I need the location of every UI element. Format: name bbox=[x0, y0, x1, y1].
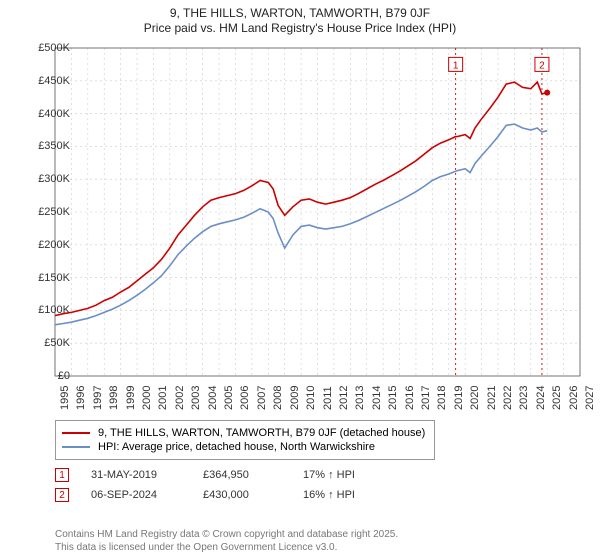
x-tick-label: 2003 bbox=[190, 386, 202, 410]
y-tick-label: £300K bbox=[38, 173, 70, 185]
x-tick-label: 2005 bbox=[223, 386, 235, 410]
legend-row: HPI: Average price, detached house, Nort… bbox=[62, 441, 428, 453]
legend-label: HPI: Average price, detached house, Nort… bbox=[98, 441, 375, 453]
svg-text:2: 2 bbox=[539, 60, 545, 71]
x-tick-label: 1998 bbox=[108, 386, 120, 410]
line-chart: 12 bbox=[55, 48, 580, 376]
x-tick-label: 1995 bbox=[59, 386, 71, 410]
y-tick-label: £0 bbox=[58, 370, 70, 382]
y-tick-label: £50K bbox=[44, 337, 70, 349]
x-tick-label: 1997 bbox=[92, 386, 104, 410]
x-tick-label: 2012 bbox=[338, 386, 350, 410]
price-row: 2 06-SEP-2024 £430,000 16% ↑ HPI bbox=[55, 488, 355, 502]
x-tick-label: 2006 bbox=[239, 386, 251, 410]
x-tick-label: 2008 bbox=[272, 386, 284, 410]
price-value: £364,950 bbox=[203, 469, 281, 481]
x-tick-label: 2024 bbox=[535, 386, 547, 410]
x-tick-label: 2015 bbox=[387, 386, 399, 410]
x-tick-label: 2007 bbox=[256, 386, 268, 410]
legend-row: 9, THE HILLS, WARTON, TAMWORTH, B79 0JF … bbox=[62, 427, 428, 439]
y-tick-label: £400K bbox=[38, 108, 70, 120]
y-tick-label: £350K bbox=[38, 140, 70, 152]
x-tick-label: 2000 bbox=[141, 386, 153, 410]
chart-title-sub: Price paid vs. HM Land Registry's House … bbox=[0, 21, 600, 35]
x-tick-label: 2016 bbox=[404, 386, 416, 410]
footer-line-2: This data is licensed under the Open Gov… bbox=[55, 542, 398, 555]
footer-line-1: Contains HM Land Registry data © Crown c… bbox=[55, 529, 398, 542]
x-tick-label: 2001 bbox=[157, 386, 169, 410]
legend-swatch bbox=[62, 432, 90, 434]
marker-badge: 1 bbox=[55, 468, 69, 482]
y-tick-label: £450K bbox=[38, 75, 70, 87]
x-tick-label: 1996 bbox=[75, 386, 87, 410]
price-table: 1 31-MAY-2019 £364,950 17% ↑ HPI 2 06-SEP-202… bbox=[55, 462, 355, 508]
price-date: 31-MAY-2019 bbox=[91, 469, 181, 481]
legend: 9, THE HILLS, WARTON, TAMWORTH, B79 0JF … bbox=[55, 420, 435, 460]
price-value: £430,000 bbox=[203, 489, 281, 501]
y-tick-label: £150K bbox=[38, 272, 70, 284]
price-pct: 16% ↑ HPI bbox=[303, 489, 355, 501]
x-tick-label: 2014 bbox=[371, 386, 383, 410]
y-tick-label: £500K bbox=[38, 42, 70, 54]
x-tick-label: 2013 bbox=[354, 386, 366, 410]
x-tick-label: 2022 bbox=[502, 386, 514, 410]
x-tick-label: 1999 bbox=[125, 386, 137, 410]
x-tick-label: 2023 bbox=[518, 386, 530, 410]
x-tick-label: 2018 bbox=[436, 386, 448, 410]
y-tick-label: £100K bbox=[38, 304, 70, 316]
y-tick-label: £250K bbox=[38, 206, 70, 218]
x-tick-label: 2009 bbox=[289, 386, 301, 410]
footer-attribution: Contains HM Land Registry data © Crown c… bbox=[55, 529, 398, 554]
x-tick-label: 2011 bbox=[322, 386, 334, 410]
price-date: 06-SEP-2024 bbox=[91, 489, 181, 501]
x-tick-label: 2002 bbox=[174, 386, 186, 410]
x-tick-label: 2025 bbox=[551, 386, 563, 410]
svg-text:1: 1 bbox=[453, 60, 459, 71]
price-row: 1 31-MAY-2019 £364,950 17% ↑ HPI bbox=[55, 468, 355, 482]
x-tick-label: 2027 bbox=[584, 386, 596, 410]
x-tick-label: 2021 bbox=[486, 386, 498, 410]
x-tick-label: 2017 bbox=[420, 386, 432, 410]
chart-title-main: 9, THE HILLS, WARTON, TAMWORTH, B79 0JF bbox=[0, 6, 600, 20]
x-tick-label: 2010 bbox=[305, 386, 317, 410]
y-tick-label: £200K bbox=[38, 239, 70, 251]
legend-label: 9, THE HILLS, WARTON, TAMWORTH, B79 0JF … bbox=[98, 427, 425, 439]
price-pct: 17% ↑ HPI bbox=[303, 469, 355, 481]
x-tick-label: 2004 bbox=[207, 386, 219, 410]
x-tick-label: 2019 bbox=[453, 386, 465, 410]
legend-swatch bbox=[62, 446, 90, 448]
x-tick-label: 2020 bbox=[469, 386, 481, 410]
marker-badge: 2 bbox=[55, 488, 69, 502]
x-tick-label: 2026 bbox=[568, 386, 580, 410]
